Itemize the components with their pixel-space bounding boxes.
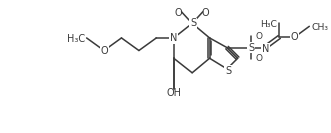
Text: N: N xyxy=(170,33,177,43)
Text: O: O xyxy=(202,8,210,18)
Text: S: S xyxy=(190,18,196,28)
Text: O: O xyxy=(291,32,299,42)
Text: O: O xyxy=(255,32,262,41)
Text: O: O xyxy=(255,54,262,63)
Text: N: N xyxy=(262,44,269,54)
Text: OH: OH xyxy=(166,88,181,98)
Text: CH₃: CH₃ xyxy=(311,23,328,32)
Text: H₃C: H₃C xyxy=(260,20,277,29)
Text: H₃C: H₃C xyxy=(67,34,85,44)
Text: O: O xyxy=(175,8,182,18)
Text: S: S xyxy=(248,43,254,53)
Text: O: O xyxy=(100,45,108,55)
Text: S: S xyxy=(225,66,231,76)
